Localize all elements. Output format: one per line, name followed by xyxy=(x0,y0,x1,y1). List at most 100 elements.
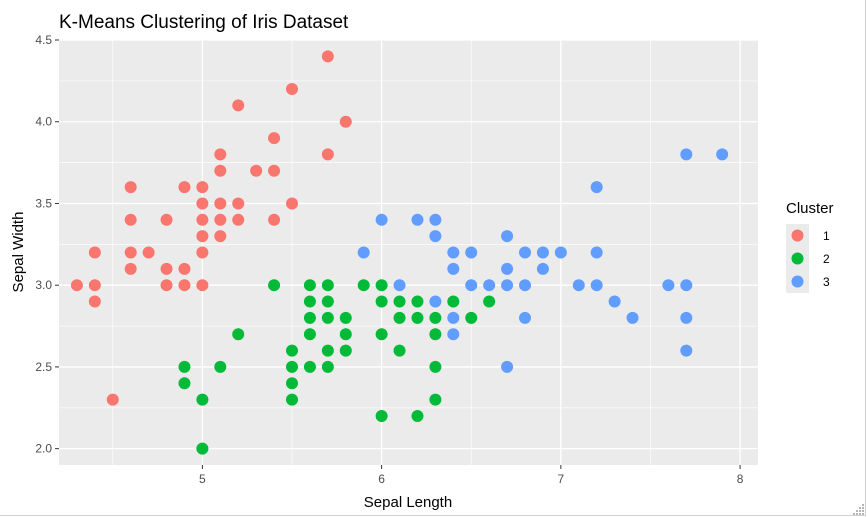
cluster-1-point xyxy=(268,213,281,226)
legend-key-2 xyxy=(791,252,804,265)
cluster-1-point xyxy=(214,230,227,243)
cluster-1-point xyxy=(124,246,137,259)
cluster-3-point xyxy=(429,230,442,243)
cluster-1-point xyxy=(196,213,209,226)
cluster-3-point xyxy=(680,344,693,357)
cluster-1-point xyxy=(232,213,245,226)
cluster-1-point xyxy=(196,230,209,243)
cluster-3-point xyxy=(501,360,514,373)
legend-keys: 1 2 3 xyxy=(786,224,830,293)
cluster-2-point xyxy=(321,311,334,324)
cluster-3-point xyxy=(429,295,442,308)
legend-label-3: 3 xyxy=(823,275,830,289)
cluster-1-point xyxy=(88,246,101,259)
cluster-2-point xyxy=(339,311,352,324)
cluster-2-point xyxy=(411,311,424,324)
legend-label-1: 1 xyxy=(823,229,830,243)
cluster-1-point xyxy=(286,197,298,210)
cluster-3-point xyxy=(501,262,514,275)
cluster-3-point xyxy=(357,246,370,259)
cluster-2-point xyxy=(411,295,424,308)
cluster-3-point xyxy=(447,311,460,324)
cluster-1-point xyxy=(70,279,83,292)
cluster-3-point xyxy=(447,262,460,275)
cluster-3-point xyxy=(465,279,478,292)
cluster-2-point xyxy=(321,295,334,308)
cluster-2-point xyxy=(375,409,388,422)
cluster-2-point xyxy=(321,360,334,373)
cluster-1-point xyxy=(250,164,263,177)
cluster-2-point xyxy=(286,344,298,357)
y-tick-label: 2.5 xyxy=(35,360,52,374)
resize-grip-icon[interactable] xyxy=(853,503,865,515)
cluster-1-point xyxy=(321,50,334,63)
x-tick-label: 8 xyxy=(737,472,744,486)
cluster-1-point xyxy=(160,279,173,292)
cluster-1-point xyxy=(124,213,137,226)
cluster-2-point xyxy=(286,393,298,406)
cluster-1-point xyxy=(142,246,155,259)
cluster-1-point xyxy=(178,181,191,194)
data-points xyxy=(70,50,729,455)
legend-label-2: 2 xyxy=(823,252,830,266)
cluster-1-point xyxy=(160,213,173,226)
cluster-1-point xyxy=(178,279,191,292)
cluster-3-point xyxy=(411,213,424,226)
cluster-3-point xyxy=(519,311,531,324)
cluster-2-point xyxy=(232,328,245,341)
plot-panel xyxy=(59,40,758,465)
cluster-1-point xyxy=(124,181,137,194)
cluster-2-point xyxy=(303,311,316,324)
cluster-3-point xyxy=(554,246,567,259)
y-tick-label: 4.0 xyxy=(35,115,52,129)
cluster-3-point xyxy=(519,279,531,292)
cluster-1-point xyxy=(214,148,227,161)
cluster-3-point xyxy=(536,246,549,259)
cluster-1-point xyxy=(214,197,227,210)
cluster-3-point xyxy=(608,295,621,308)
cluster-1-point xyxy=(196,246,209,259)
cluster-1-point xyxy=(286,83,298,96)
cluster-1-point xyxy=(339,115,352,128)
cluster-2-point xyxy=(483,295,496,308)
cluster-2-point xyxy=(268,279,281,292)
cluster-2-point xyxy=(286,360,298,373)
legend-key-1 xyxy=(791,229,804,242)
cluster-2-point xyxy=(214,360,227,373)
cluster-2-point xyxy=(429,360,442,373)
legend: Cluster 1 2 3 xyxy=(786,200,834,293)
cluster-3-point xyxy=(375,213,388,226)
y-tick-label: 4.5 xyxy=(35,33,52,47)
cluster-2-point xyxy=(303,328,316,341)
cluster-3-point xyxy=(536,262,549,275)
cluster-3-point xyxy=(716,148,729,161)
x-axis-title: Sepal Length xyxy=(364,494,452,511)
cluster-3-point xyxy=(393,279,406,292)
cluster-1-point xyxy=(178,262,191,275)
cluster-1-point xyxy=(321,148,334,161)
cluster-1-point xyxy=(268,164,281,177)
cluster-1-point xyxy=(232,99,245,112)
cluster-1-point xyxy=(214,164,227,177)
cluster-3-point xyxy=(501,279,514,292)
cluster-2-point xyxy=(393,295,406,308)
cluster-1-point xyxy=(106,393,119,406)
cluster-1-point xyxy=(160,262,173,275)
chart-title: K-Means Clustering of Iris Dataset xyxy=(59,12,349,33)
cluster-1-point xyxy=(88,295,101,308)
cluster-3-point xyxy=(501,230,514,243)
cluster-1-point xyxy=(196,197,209,210)
cluster-3-point xyxy=(662,279,675,292)
cluster-3-point xyxy=(626,311,639,324)
cluster-2-point xyxy=(303,360,316,373)
cluster-2-point xyxy=(339,328,352,341)
x-tick-label: 6 xyxy=(378,472,385,486)
y-axis-title: Sepal Width xyxy=(10,212,27,293)
cluster-2-point xyxy=(178,360,191,373)
cluster-2-point xyxy=(411,409,424,422)
x-tick-label: 5 xyxy=(199,472,206,486)
cluster-2-point xyxy=(429,328,442,341)
cluster-2-point xyxy=(429,311,442,324)
